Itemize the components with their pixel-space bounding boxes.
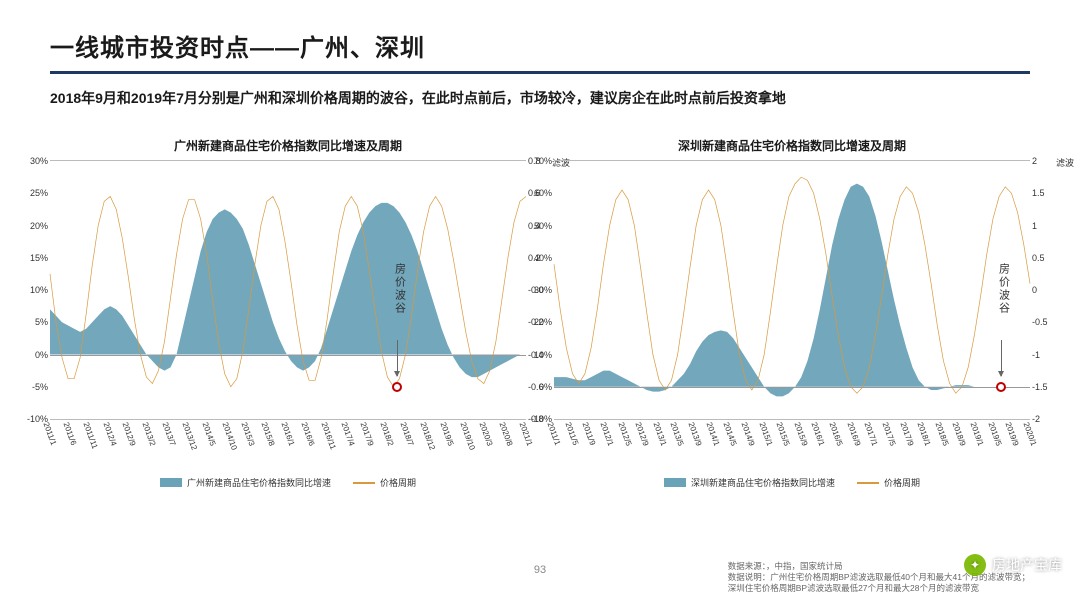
legend-swatch-area [160,478,182,487]
chart-title: 广州新建商品住宅价格指数同比增速及周期 [50,137,526,154]
chart-shenzhen: 深圳新建商品住宅价格指数同比增速及周期 滤波 -10%0%10%20%30%40… [554,137,1030,489]
plot-area: -10%-5%0%5%10%15%20%25%30% -0.8-0.6-0.4-… [50,160,526,420]
plot-area: -10%0%10%20%30%40%50%60%70% -2-1.5-1-0.5… [554,160,1030,420]
legend: 广州新建商品住宅价格指数同比增速 价格周期 [50,476,526,489]
legend-swatch-area [664,478,686,487]
chart-guangzhou: 广州新建商品住宅价格指数同比增速及周期 滤波 -10%-5%0%5%10%15%… [50,137,526,489]
legend-swatch-line [857,482,879,484]
legend: 深圳新建商品住宅价格指数同比增速 价格周期 [554,476,1030,489]
legend-swatch-line [353,482,375,484]
slide-subtitle: 2018年9月和2019年7月分别是广州和深圳价格周期的波谷，在此时点前后，市场… [50,88,1030,109]
watermark: ✦ 房地产宝库 [964,554,1062,576]
wechat-icon: ✦ [964,554,986,576]
page-number: 93 [534,564,546,576]
slide-title: 一线城市投资时点——广州、深圳 [50,28,1030,63]
chart-title: 深圳新建商品住宅价格指数同比增速及周期 [554,137,1030,154]
title-row: 一线城市投资时点——广州、深圳 [50,28,1030,74]
